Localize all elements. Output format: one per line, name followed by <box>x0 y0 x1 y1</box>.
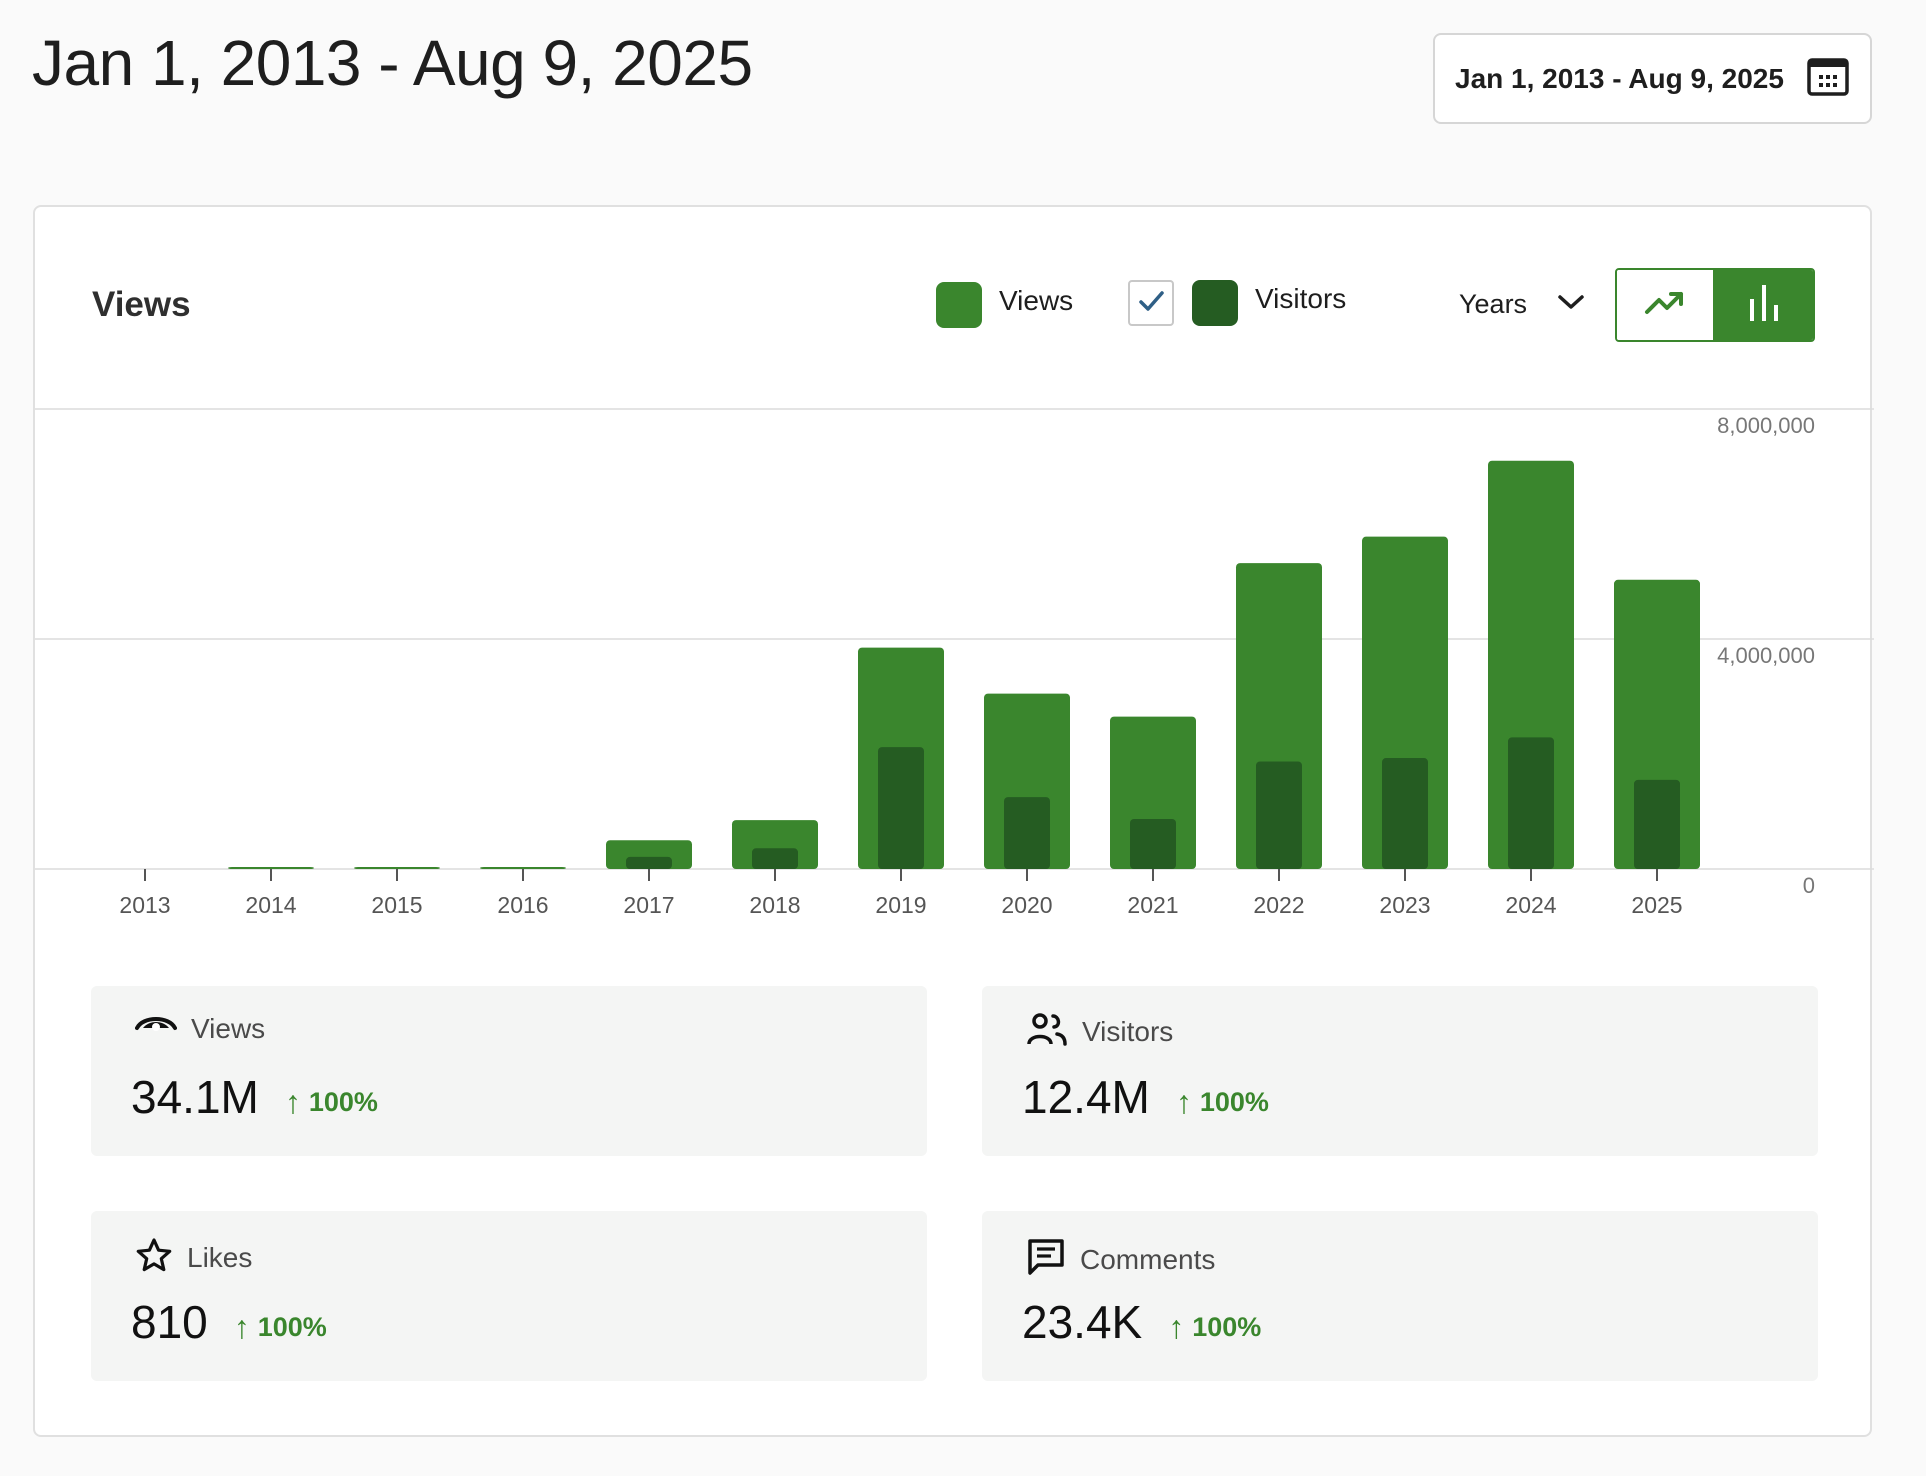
visitors-legend-label: Visitors <box>1255 283 1347 314</box>
x-tick-label: 2018 <box>749 892 800 918</box>
stat-change: ↑ 100% <box>234 1309 327 1346</box>
x-tick-label: 2015 <box>371 892 422 918</box>
visitors-bar[interactable] <box>1004 797 1050 869</box>
x-tick-label: 2024 <box>1505 892 1556 918</box>
period-select[interactable]: Years <box>1459 282 1585 327</box>
visitors-bar[interactable] <box>878 747 924 869</box>
date-range-label: Jan 1, 2013 - Aug 9, 2025 <box>1455 62 1784 94</box>
views-bar[interactable] <box>354 867 440 869</box>
visitors-legend-swatch <box>1192 280 1238 326</box>
stat-value: 23.4K <box>1022 1296 1143 1348</box>
period-select-label: Years <box>1459 289 1528 319</box>
views-bar[interactable] <box>228 867 314 869</box>
stat-change-value: 100% <box>257 1312 327 1342</box>
trending-up-icon <box>1643 288 1687 323</box>
stat-change: ↑ 100% <box>285 1084 378 1121</box>
views-legend-label: Views <box>999 285 1074 316</box>
x-tick-label: 2019 <box>875 892 926 918</box>
visitors-bar[interactable] <box>1382 758 1428 869</box>
arrow-up-icon: ↑ <box>1175 1084 1192 1120</box>
stat-change-value: 100% <box>308 1087 378 1117</box>
x-tick-label: 2022 <box>1253 892 1304 918</box>
checkmark-icon <box>1136 286 1166 321</box>
x-tick-label: 2016 <box>497 892 548 918</box>
stat-card-visitors[interactable]: Visitors 12.4M ↑ 100% <box>982 986 1818 1156</box>
stat-card-likes[interactable]: Likes 810 ↑ 100% <box>91 1211 927 1381</box>
card-title: Views <box>92 285 191 324</box>
stat-card-views[interactable]: Views 34.1M ↑ 100% <box>91 986 927 1156</box>
stat-label: Comments <box>1080 1243 1216 1275</box>
stat-value: 34.1M <box>131 1071 259 1123</box>
y-tick-label: 4,000,000 <box>1717 643 1815 668</box>
visitors-bar[interactable] <box>1508 737 1554 869</box>
stat-label: Likes <box>187 1241 253 1273</box>
eye-icon <box>135 1012 177 1045</box>
chevron-down-icon <box>1557 292 1585 317</box>
x-tick-label: 2014 <box>245 892 296 918</box>
line-chart-button[interactable] <box>1617 270 1715 340</box>
star-icon <box>135 1237 173 1278</box>
bar-chart-button[interactable] <box>1715 270 1813 340</box>
arrow-up-icon: ↑ <box>1168 1309 1185 1345</box>
stat-label: Visitors <box>1082 1015 1174 1047</box>
stat-value: 12.4M <box>1022 1071 1150 1123</box>
stat-change: ↑ 100% <box>1176 1084 1269 1121</box>
visitors-bar[interactable] <box>1634 779 1680 869</box>
visitors-bar[interactable] <box>626 856 672 869</box>
views-bar[interactable] <box>480 867 566 869</box>
x-tick-label: 2023 <box>1379 892 1430 918</box>
arrow-up-icon: ↑ <box>233 1309 250 1345</box>
stat-label: Views <box>191 1012 266 1044</box>
date-range-picker[interactable]: Jan 1, 2013 - Aug 9, 2025 <box>1433 33 1872 124</box>
page-title: Jan 1, 2013 - Aug 9, 2025 <box>32 27 753 99</box>
people-icon <box>1026 1012 1068 1051</box>
comment-icon <box>1026 1237 1066 1282</box>
chart-type-toggle <box>1615 268 1815 342</box>
stat-card-comments[interactable]: Comments 23.4K ↑ 100% <box>982 1211 1818 1381</box>
x-tick-label: 2017 <box>623 892 674 918</box>
visitors-checkbox[interactable] <box>1128 280 1174 326</box>
stat-change: ↑ 100% <box>1168 1309 1261 1346</box>
x-tick-label: 2013 <box>119 892 170 918</box>
views-bar-chart: 8,000,000 4,000,000 0 2013 2014 2015 2016 2017 2… <box>35 397 1874 957</box>
x-tick-label: 2021 <box>1127 892 1178 918</box>
stat-value: 810 <box>131 1296 208 1348</box>
stat-change-value: 100% <box>1199 1087 1269 1117</box>
y-tick-label: 8,000,000 <box>1717 413 1815 438</box>
views-card: Views Views Visitors Years 8,000,000 4,00… <box>33 205 1874 1437</box>
x-tick-label: 2020 <box>1001 892 1052 918</box>
visitors-bar[interactable] <box>752 848 798 869</box>
stat-change-value: 100% <box>1192 1312 1262 1342</box>
visitors-bar[interactable] <box>1256 761 1302 869</box>
bar-chart-icon <box>1746 283 1782 328</box>
y-tick-label: 0 <box>1803 873 1815 898</box>
visitors-bar[interactable] <box>1130 818 1176 869</box>
arrow-up-icon: ↑ <box>284 1084 301 1120</box>
x-tick-label: 2025 <box>1631 892 1682 918</box>
calendar-icon <box>1806 54 1850 103</box>
views-legend-swatch <box>936 282 982 328</box>
